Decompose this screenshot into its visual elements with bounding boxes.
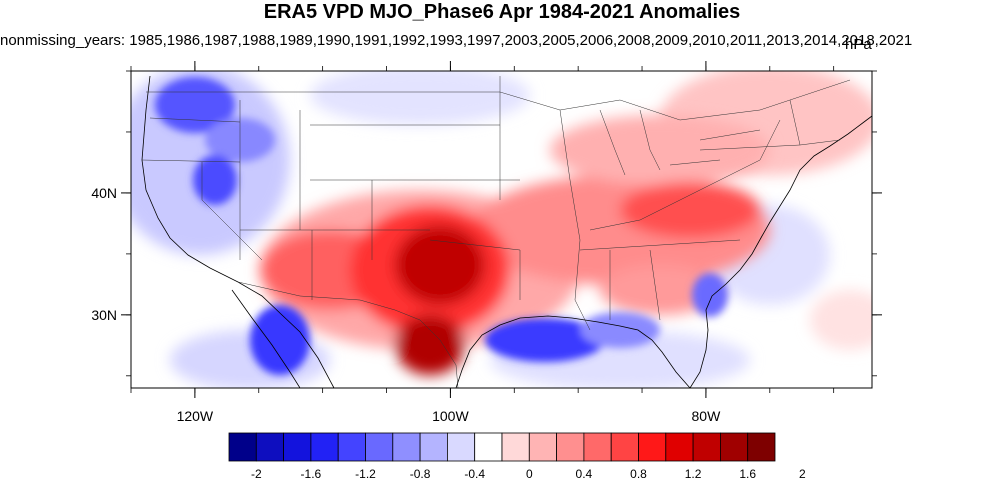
atlantic-pale-red <box>810 290 872 350</box>
south-texas-warm-core <box>395 315 465 375</box>
gulf-coast-cool <box>485 318 605 362</box>
pacific-coastline <box>141 75 335 389</box>
subtitle-years: nonmissing_years: 1985,1986,1987,1988,19… <box>0 32 913 49</box>
kentucky-virginia-warm <box>620 182 760 238</box>
northern-plains-pale-blue <box>310 71 530 125</box>
colorbar-swatch <box>665 432 694 462</box>
great-lakes-warm <box>550 115 770 185</box>
map-frame <box>130 70 873 389</box>
map-title: ERA5 VPD MJO_Phase6 Apr 1984-2021 Anomal… <box>263 1 741 23</box>
colorbar-swatch <box>528 432 557 462</box>
colorbar-label: -0.8 <box>410 467 431 481</box>
units-label: hPa <box>845 36 872 53</box>
colorbar-swatch <box>310 432 339 462</box>
lon-tick-label: 100W <box>432 408 469 424</box>
lat-tick-label: 30N <box>91 307 117 323</box>
colorbar-label: 1.6 <box>739 467 756 481</box>
new-england-border <box>789 99 841 146</box>
state-boundaries <box>141 76 851 389</box>
colorbar-swatch <box>556 432 585 462</box>
colorbar-swatch <box>446 432 476 462</box>
colorbar-swatch <box>692 432 721 462</box>
mexico-gulf-coastline <box>455 315 691 389</box>
colorbar-swatch <box>255 432 284 462</box>
ohio-river <box>589 189 701 231</box>
pa-ny-border <box>699 144 801 151</box>
colorbar-swatch <box>474 432 503 462</box>
gulf-east-cool <box>580 312 660 348</box>
wa-or-border <box>149 117 241 123</box>
anomaly-field <box>131 71 872 388</box>
southeast-warm <box>600 265 720 315</box>
baja-coastline <box>231 289 301 389</box>
coastlines <box>141 75 873 389</box>
us-mexico-border <box>237 281 459 389</box>
florida-atlantic-cool <box>692 273 728 317</box>
great-lakes-shore <box>599 109 761 176</box>
colorbar-label: -1.2 <box>355 467 376 481</box>
colorbar-swatch <box>337 432 366 462</box>
colorbar-swatch <box>419 432 448 462</box>
colorbar-label: 0.8 <box>630 467 647 481</box>
lon-tick-label: 120W <box>177 408 214 424</box>
colorbar-swatch <box>638 432 667 462</box>
lat-tick-label: 40N <box>91 185 117 201</box>
colorbar-swatch <box>583 432 612 462</box>
colorbar-swatch <box>365 432 394 462</box>
colorbar-swatch <box>747 432 776 462</box>
colorbar-label: -2 <box>251 467 262 481</box>
appalachian-border <box>699 119 781 191</box>
colorbar-swatch <box>610 432 639 462</box>
mississippi-river <box>559 109 591 331</box>
or-ca-nv-border <box>141 159 241 163</box>
colorbar-swatch <box>501 432 530 462</box>
colorbar-swatch <box>228 432 257 462</box>
baja-coast-cool <box>250 305 310 375</box>
colorbar-label: 0 <box>526 467 533 481</box>
colorbar-label: 0.4 <box>576 467 593 481</box>
colorbar: -2 -1.6 -1.2 -0.8 -0.4 0 0.4 0.8 1.2 1.6 2 <box>228 432 806 481</box>
tn-border <box>579 239 741 251</box>
lon-tick-label: 80W <box>692 408 722 424</box>
florida-coastline <box>689 115 873 389</box>
ok-tx-border <box>429 239 521 300</box>
colorbar-swatch <box>720 432 749 462</box>
colorbar-label: 2 <box>799 467 806 481</box>
axis-ticks: 120W 100W 80W 40N 30N <box>91 61 882 424</box>
colorbar-swatch <box>392 432 421 462</box>
colorbar-label: -0.4 <box>464 467 485 481</box>
colorbar-label: 1.2 <box>685 467 702 481</box>
ga-al-border <box>649 249 661 321</box>
nevada-cool <box>193 155 237 205</box>
canada-border <box>146 79 851 121</box>
ca-nv-border <box>201 162 263 261</box>
southern-plains-warm-core <box>395 225 485 305</box>
colorbar-swatch <box>283 432 312 462</box>
colorbar-label: -1.6 <box>301 467 322 481</box>
